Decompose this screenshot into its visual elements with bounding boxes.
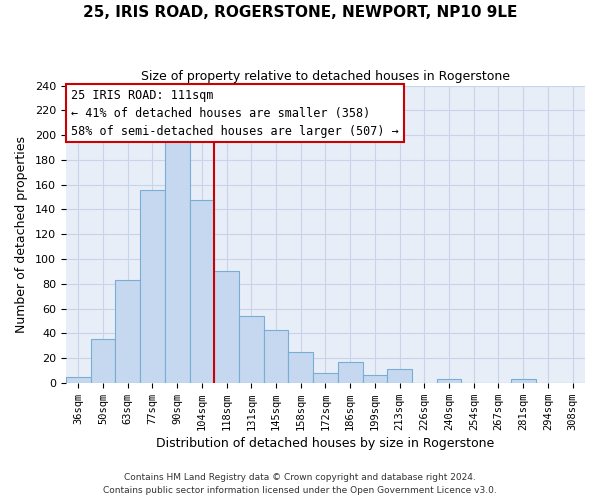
Bar <box>437 379 461 383</box>
Bar <box>214 272 239 383</box>
Y-axis label: Number of detached properties: Number of detached properties <box>15 136 28 332</box>
Bar <box>91 340 115 383</box>
Title: Size of property relative to detached houses in Rogerstone: Size of property relative to detached ho… <box>141 70 510 83</box>
Bar <box>66 376 91 383</box>
Bar <box>362 376 387 383</box>
Bar <box>165 135 190 383</box>
Text: Contains HM Land Registry data © Crown copyright and database right 2024.
Contai: Contains HM Land Registry data © Crown c… <box>103 474 497 495</box>
Bar <box>263 330 289 383</box>
Bar <box>140 190 165 383</box>
Bar <box>289 352 313 383</box>
X-axis label: Distribution of detached houses by size in Rogerstone: Distribution of detached houses by size … <box>157 437 494 450</box>
Bar <box>239 316 263 383</box>
Bar <box>338 362 362 383</box>
Bar <box>387 369 412 383</box>
Bar <box>115 280 140 383</box>
Text: 25, IRIS ROAD, ROGERSTONE, NEWPORT, NP10 9LE: 25, IRIS ROAD, ROGERSTONE, NEWPORT, NP10… <box>83 5 517 20</box>
Bar <box>313 373 338 383</box>
Bar <box>190 200 214 383</box>
Text: 25 IRIS ROAD: 111sqm
← 41% of detached houses are smaller (358)
58% of semi-deta: 25 IRIS ROAD: 111sqm ← 41% of detached h… <box>71 88 399 138</box>
Bar <box>511 379 536 383</box>
